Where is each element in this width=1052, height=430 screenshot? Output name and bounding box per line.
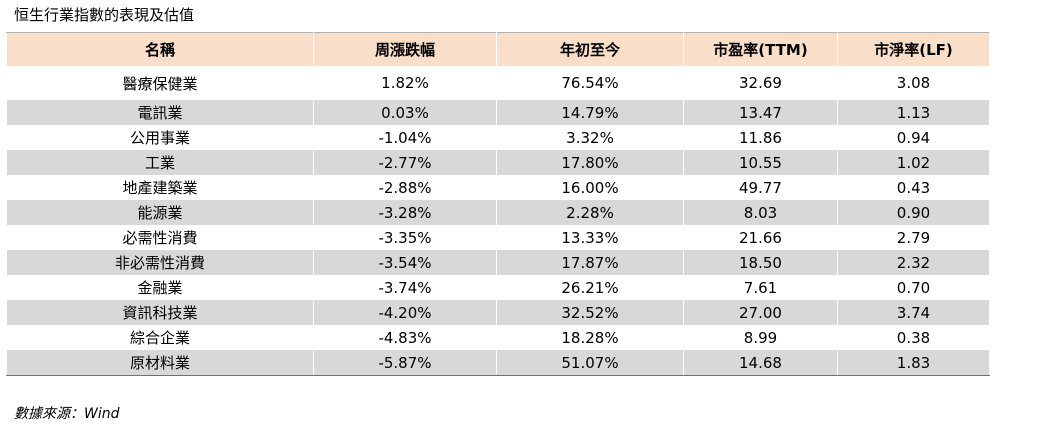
cell-name: 醫療保健業	[6, 66, 314, 100]
table-row: 公用事業 -1.04% 3.32% 11.86 0.94	[6, 125, 990, 150]
cell-pb-lf: 1.02	[837, 150, 990, 175]
column-header-pb-lf: 市淨率(LF)	[837, 32, 990, 66]
cell-pb-lf: 3.74	[837, 300, 990, 325]
cell-pb-lf: 0.94	[837, 125, 990, 150]
cell-weekly-change: -3.74%	[313, 275, 497, 300]
cell-pe-ttm: 21.66	[683, 225, 838, 250]
cell-weekly-change: -4.20%	[313, 300, 497, 325]
cell-name: 電訊業	[6, 100, 314, 125]
cell-ytd: 17.80%	[496, 150, 684, 175]
cell-pe-ttm: 8.99	[683, 325, 838, 350]
cell-ytd: 14.79%	[496, 100, 684, 125]
industry-table-container: 名稱 周漲跌幅 年初至今 市盈率(TTM) 市淨率(LF) 醫療保健業 1.82%…	[6, 32, 990, 376]
cell-pb-lf: 0.90	[837, 200, 990, 225]
cell-pb-lf: 2.32	[837, 250, 990, 275]
table-row: 資訊科技業 -4.20% 32.52% 27.00 3.74	[6, 300, 990, 325]
cell-weekly-change: -2.88%	[313, 175, 497, 200]
cell-weekly-change: -3.35%	[313, 225, 497, 250]
cell-ytd: 16.00%	[496, 175, 684, 200]
table-row: 醫療保健業 1.82% 76.54% 32.69 3.08	[6, 66, 990, 100]
cell-weekly-change: -3.28%	[313, 200, 497, 225]
industry-index-table: 名稱 周漲跌幅 年初至今 市盈率(TTM) 市淨率(LF) 醫療保健業 1.82%…	[6, 32, 990, 376]
table-row: 工業 -2.77% 17.80% 10.55 1.02	[6, 150, 990, 175]
cell-pb-lf: 2.79	[837, 225, 990, 250]
table-row: 能源業 -3.28% 2.28% 8.03 0.90	[6, 200, 990, 225]
column-header-pe-ttm: 市盈率(TTM)	[683, 32, 838, 66]
table-row: 地產建築業 -2.88% 16.00% 49.77 0.43	[6, 175, 990, 200]
column-header-name: 名稱	[6, 32, 314, 66]
cell-pe-ttm: 18.50	[683, 250, 838, 275]
table-row: 非必需性消費 -3.54% 17.87% 18.50 2.32	[6, 250, 990, 275]
cell-weekly-change: 0.03%	[313, 100, 497, 125]
cell-ytd: 76.54%	[496, 66, 684, 100]
cell-name: 公用事業	[6, 125, 314, 150]
cell-pb-lf: 3.08	[837, 66, 990, 100]
cell-pb-lf: 1.13	[837, 100, 990, 125]
cell-name: 非必需性消費	[6, 250, 314, 275]
cell-pb-lf: 0.43	[837, 175, 990, 200]
table-row: 原材料業 -5.87% 51.07% 14.68 1.83	[6, 350, 990, 376]
cell-name: 資訊科技業	[6, 300, 314, 325]
cell-ytd: 51.07%	[496, 350, 684, 376]
cell-weekly-change: -4.83%	[313, 325, 497, 350]
table-row: 必需性消費 -3.35% 13.33% 21.66 2.79	[6, 225, 990, 250]
cell-pb-lf: 0.38	[837, 325, 990, 350]
cell-name: 金融業	[6, 275, 314, 300]
cell-name: 必需性消費	[6, 225, 314, 250]
cell-weekly-change: -3.54%	[313, 250, 497, 275]
cell-name: 能源業	[6, 200, 314, 225]
cell-weekly-change: 1.82%	[313, 66, 497, 100]
cell-name: 工業	[6, 150, 314, 175]
table-row: 電訊業 0.03% 14.79% 13.47 1.13	[6, 100, 990, 125]
cell-ytd: 17.87%	[496, 250, 684, 275]
cell-pe-ttm: 8.03	[683, 200, 838, 225]
table-body: 醫療保健業 1.82% 76.54% 32.69 3.08 電訊業 0.03% 14.79% 1…	[6, 66, 990, 376]
cell-pb-lf: 1.83	[837, 350, 990, 376]
cell-weekly-change: -2.77%	[313, 150, 497, 175]
cell-pe-ttm: 32.69	[683, 66, 838, 100]
column-header-ytd: 年初至今	[496, 32, 684, 66]
cell-pe-ttm: 49.77	[683, 175, 838, 200]
cell-name: 地產建築業	[6, 175, 314, 200]
cell-ytd: 26.21%	[496, 275, 684, 300]
cell-pe-ttm: 13.47	[683, 100, 838, 125]
data-source-note: 數據來源：Wind	[14, 406, 120, 422]
table-caption: 恒生行業指數的表現及估值	[14, 6, 195, 24]
cell-pb-lf: 0.70	[837, 275, 990, 300]
cell-name: 原材料業	[6, 350, 314, 376]
table-header-row: 名稱 周漲跌幅 年初至今 市盈率(TTM) 市淨率(LF)	[6, 32, 990, 66]
cell-pe-ttm: 27.00	[683, 300, 838, 325]
column-header-weekly-change: 周漲跌幅	[313, 32, 497, 66]
cell-pe-ttm: 7.61	[683, 275, 838, 300]
cell-ytd: 2.28%	[496, 200, 684, 225]
cell-pe-ttm: 10.55	[683, 150, 838, 175]
cell-name: 綜合企業	[6, 325, 314, 350]
cell-ytd: 18.28%	[496, 325, 684, 350]
cell-pe-ttm: 14.68	[683, 350, 838, 376]
table-row: 綜合企業 -4.83% 18.28% 8.99 0.38	[6, 325, 990, 350]
cell-ytd: 3.32%	[496, 125, 684, 150]
cell-pe-ttm: 11.86	[683, 125, 838, 150]
cell-ytd: 13.33%	[496, 225, 684, 250]
cell-ytd: 32.52%	[496, 300, 684, 325]
table-row: 金融業 -3.74% 26.21% 7.61 0.70	[6, 275, 990, 300]
cell-weekly-change: -1.04%	[313, 125, 497, 150]
cell-weekly-change: -5.87%	[313, 350, 497, 376]
